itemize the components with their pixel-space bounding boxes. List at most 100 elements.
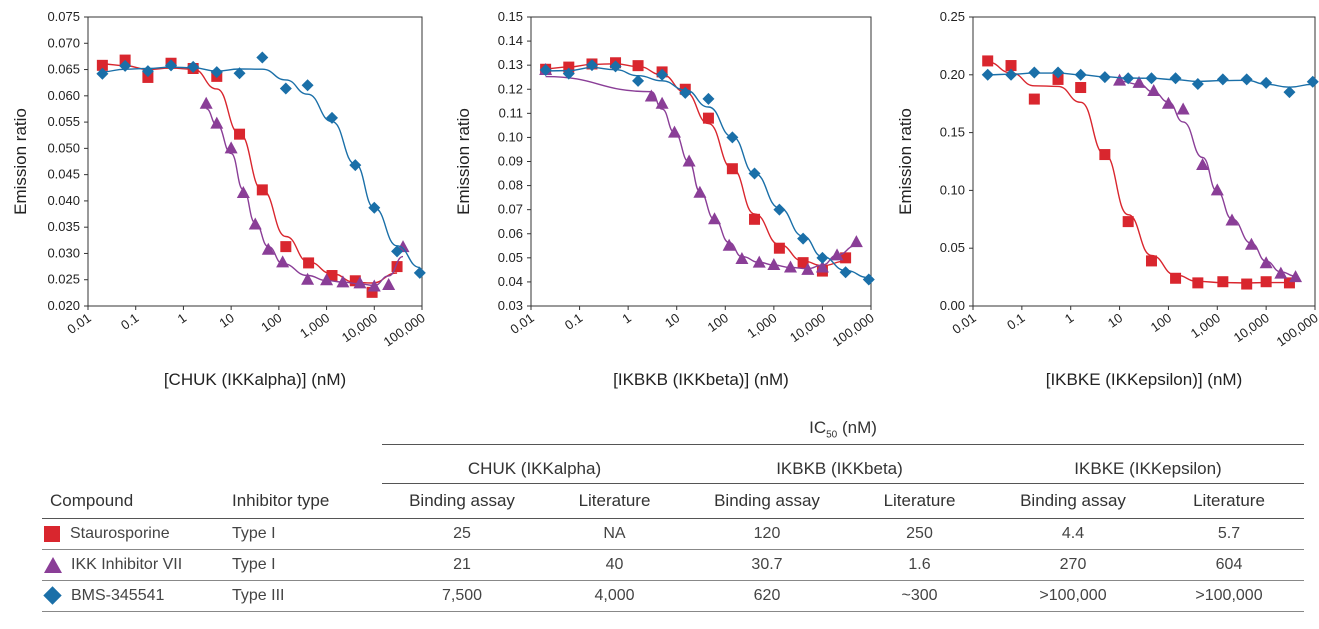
data-point-square — [1075, 82, 1087, 94]
value-cell: NA — [542, 518, 687, 550]
data-point-diamond — [1074, 68, 1087, 81]
y-tick-label: 0.070 — [47, 35, 80, 50]
data-point-square — [1217, 276, 1229, 288]
x-tick-label: 100 — [1148, 310, 1174, 335]
fit-curve-diamond — [102, 66, 420, 269]
y-tick-label: 0.12 — [498, 81, 523, 96]
x-tick-label: 100 — [705, 310, 731, 335]
data-point-square — [632, 60, 644, 72]
y-tick-label: 0.045 — [47, 167, 80, 182]
data-point-triangle — [320, 273, 334, 286]
fit-curve-square — [102, 63, 398, 284]
data-point-square — [234, 128, 246, 140]
ic50-header-label: IC — [809, 417, 827, 437]
data-point-diamond — [1240, 73, 1253, 86]
data-point-diamond — [773, 203, 786, 216]
data-point-triangle — [1132, 75, 1146, 88]
compound-cell: BMS-345541 — [42, 580, 232, 612]
y-tick-label: 0.25 — [940, 9, 965, 24]
data-point-square — [1260, 276, 1272, 288]
data-point-diamond — [391, 245, 404, 258]
data-point-diamond — [726, 131, 739, 144]
data-point-triangle — [367, 279, 381, 292]
y-tick-label: 0.15 — [498, 9, 523, 24]
compound-name: BMS-345541 — [71, 587, 165, 604]
data-point-diamond — [632, 74, 645, 87]
data-point-square — [797, 257, 809, 269]
value-cell: 620 — [687, 580, 847, 612]
data-point-diamond — [96, 67, 109, 80]
value-cell: >100,000 — [992, 580, 1154, 612]
y-axis-label: Emission ratio — [896, 108, 915, 215]
x-tick-label: 0.1 — [118, 310, 141, 333]
value-cell: 21 — [382, 549, 542, 581]
y-tick-label: 0.11 — [499, 105, 523, 120]
data-point-diamond — [141, 65, 154, 78]
data-point-square — [1122, 216, 1134, 228]
data-point-diamond — [119, 59, 132, 72]
data-point-diamond — [187, 60, 200, 73]
data-point-diamond — [1122, 72, 1135, 85]
data-point-diamond — [413, 266, 426, 279]
column-header-inhibitor-type: Inhibitor type — [232, 483, 382, 519]
data-point-diamond — [1260, 76, 1273, 89]
data-point-triangle — [849, 235, 863, 248]
x-tick-label: 1 — [1062, 310, 1077, 326]
table-row: IKK Inhibitor VII Type I 21 40 30.7 1.6 … — [42, 549, 1305, 581]
data-point-diamond — [816, 251, 829, 264]
data-point-triangle — [1147, 83, 1161, 96]
data-point-diamond — [562, 67, 575, 80]
red-square-marker-icon — [44, 525, 60, 542]
data-point-square — [280, 241, 292, 253]
data-point-diamond — [1028, 66, 1041, 79]
y-tick-label: 0.060 — [47, 88, 80, 103]
x-tick-label: 10 — [662, 310, 682, 331]
column-header-chuk-literature: Literature — [542, 483, 687, 519]
data-point-diamond — [981, 68, 994, 81]
data-point-diamond — [1306, 75, 1319, 88]
data-point-diamond — [679, 86, 692, 99]
data-point-triangle — [801, 262, 815, 275]
value-cell: 7,500 — [382, 580, 542, 612]
column-header-compound: Compound — [42, 483, 232, 519]
inhibitor-type-cell: Type III — [232, 580, 382, 612]
value-cell: ~300 — [847, 580, 992, 612]
ic50-header-unit: (nM) — [837, 417, 877, 437]
data-point-diamond — [1283, 86, 1296, 99]
data-point-triangle — [276, 255, 290, 268]
y-tick-label: 0.05 — [940, 240, 965, 255]
ic50-header: IC50 (nM) — [382, 414, 1305, 445]
data-point-triangle — [1210, 183, 1224, 196]
x-tick-label: 10 — [216, 310, 236, 331]
compound-name: IKK Inhibitor VII — [71, 556, 183, 573]
ic50-table: IC50 (nM) CHUK (IKKalpha) IKBKB (IKKbeta… — [42, 414, 1305, 612]
x-tick-label: 1 — [175, 310, 190, 326]
x-tick-label: 10,000 — [1231, 310, 1272, 345]
data-point-triangle — [382, 277, 396, 290]
y-tick-label: 0.03 — [498, 298, 523, 313]
data-point-square — [256, 184, 268, 196]
data-point-diamond — [1005, 68, 1018, 81]
data-point-triangle — [735, 252, 749, 265]
data-point-square — [1099, 149, 1111, 161]
data-point-triangle — [767, 258, 781, 271]
column-header-ikbke-binding: Binding assay — [992, 483, 1154, 519]
y-tick-label: 0.020 — [47, 298, 80, 313]
chart-panel-1: 0.020 0.025 0.030 0.035 0.040 0.045 0.050 0.055… — [11, 9, 428, 389]
x-tick-label: 10,000 — [787, 310, 828, 345]
x-tick-label: 100,000 — [381, 310, 428, 349]
value-cell: 5.7 — [1154, 518, 1305, 550]
x-tick-label: 1,000 — [297, 310, 332, 341]
data-point-triangle — [1196, 157, 1210, 170]
x-tick-label: 1 — [619, 310, 634, 326]
fit-curve-triangle — [545, 75, 857, 270]
data-point-diamond — [1191, 78, 1204, 91]
data-point-diamond — [1098, 71, 1111, 84]
purple-triangle-marker-icon — [44, 556, 62, 573]
dose-response-charts: 0.020 0.025 0.030 0.035 0.040 0.045 0.050 0.055… — [11, 9, 1319, 389]
x-tick-label: 100,000 — [830, 310, 877, 349]
data-point-square — [391, 261, 403, 273]
data-point-diamond — [1145, 72, 1158, 85]
data-point-triangle — [708, 212, 722, 225]
y-tick-label: 0.20 — [940, 67, 965, 82]
